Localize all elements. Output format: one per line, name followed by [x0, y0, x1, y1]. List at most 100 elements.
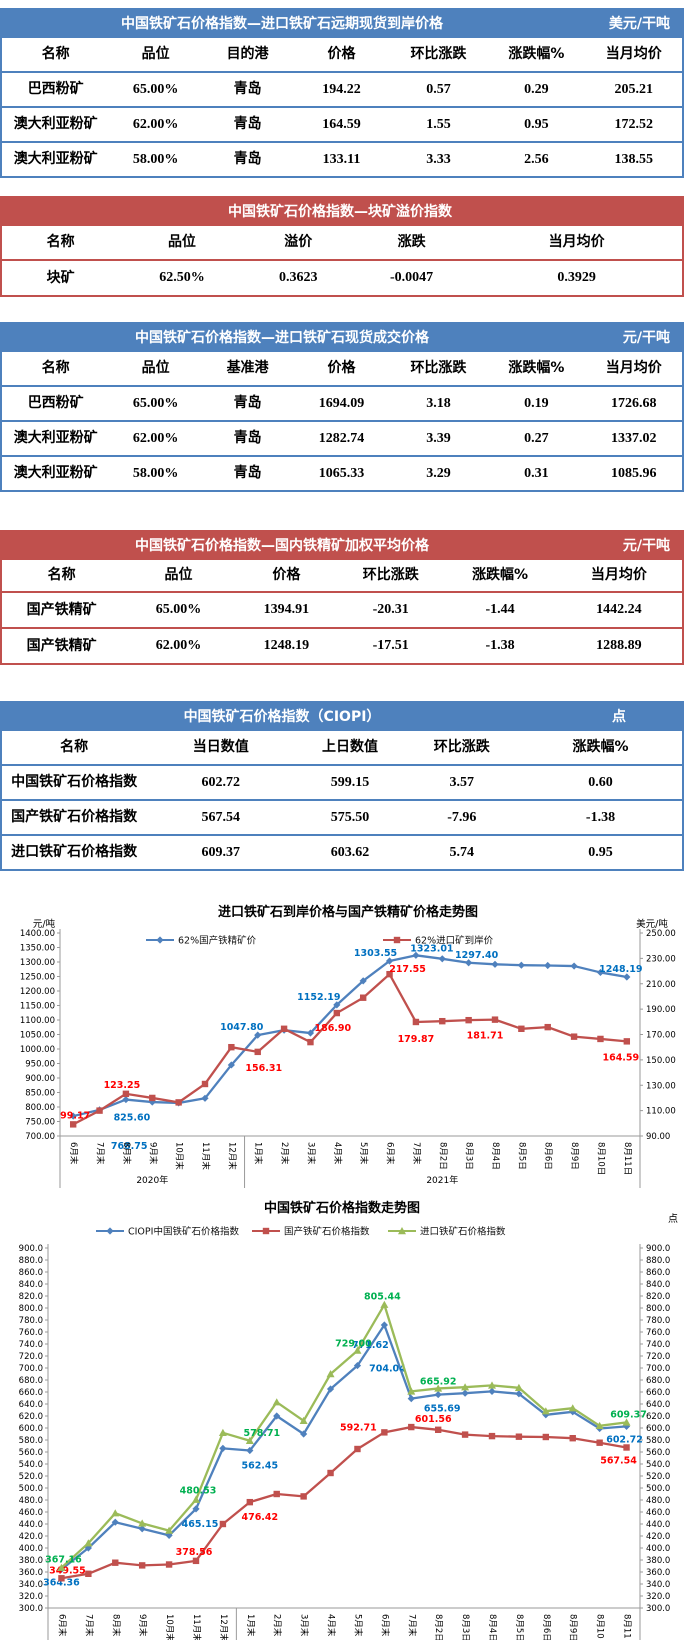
- y-axis-tick-label: 800.0: [19, 1304, 43, 1314]
- data-point-marker: [491, 960, 499, 968]
- column-header: 环比涨跌: [362, 567, 419, 583]
- data-point-label: 665.92: [420, 1376, 457, 1387]
- data-point-marker: [106, 1227, 114, 1235]
- table-cell: 602.72: [201, 775, 240, 790]
- legend-label: 62%进口矿到岸价: [415, 935, 494, 947]
- x-axis-label: 1月末: [245, 1614, 256, 1637]
- x-axis-label: 3月末: [305, 1142, 316, 1165]
- data-point-marker: [138, 1519, 147, 1527]
- data-point-marker: [201, 1094, 209, 1102]
- x-axis-label: 11月末: [191, 1614, 202, 1640]
- data-point-marker: [596, 968, 605, 977]
- y-axis-tick-label: 440.0: [646, 1520, 670, 1530]
- data-point-label: 768.75: [111, 1141, 148, 1152]
- column-header: 当月均价: [548, 234, 605, 250]
- y-axis-tick-label: 110.00: [646, 1107, 676, 1117]
- data-point-label: 729.00: [335, 1339, 372, 1350]
- x-axis-label: 5月末: [358, 1142, 369, 1165]
- table-cell: 609.37: [201, 845, 240, 860]
- table-cell: 2.56: [524, 152, 549, 167]
- y-axis-tick-label: 300.0: [646, 1604, 670, 1614]
- table-title: 中国铁矿石价格指数—块矿溢价指数: [228, 204, 452, 220]
- table-row: 中国铁矿石价格指数 602.72 599.15 3.57 0.60: [2, 764, 682, 799]
- data-point-marker: [246, 1446, 254, 1455]
- x-axis-label: 7月末: [406, 1614, 417, 1637]
- series-line: [60, 1303, 627, 1569]
- data-point-marker: [112, 1559, 119, 1566]
- table-cell: 巴西粉矿: [27, 395, 84, 411]
- data-point-marker: [434, 1384, 443, 1392]
- table-cell: 中国铁矿石价格指数: [11, 774, 138, 790]
- x-axis-label: 12月末: [218, 1614, 229, 1640]
- y-axis-tick-label: 900.0: [19, 1244, 43, 1254]
- table-cell: 62.50%: [159, 270, 205, 285]
- column-header: 涨跌幅%: [508, 360, 565, 376]
- data-point-marker: [201, 1080, 209, 1088]
- data-point-marker: [246, 1498, 254, 1506]
- y-axis-tick-label: 860.0: [646, 1268, 670, 1278]
- legend-item: 62%国产铁精矿价: [146, 935, 257, 947]
- table-cell: 块矿: [46, 270, 75, 286]
- data-point-marker: [380, 1300, 389, 1308]
- y-axis-tick-label: 440.0: [19, 1520, 43, 1530]
- y-axis-tick-label: 950.00: [25, 1060, 55, 1070]
- y-axis-tick-label: 850.00: [25, 1089, 55, 1099]
- data-point-marker: [192, 1557, 200, 1565]
- y-axis-tick-label: 460.0: [646, 1508, 670, 1518]
- y-axis-tick-label: 230.00: [646, 954, 676, 964]
- table-cell: 0.95: [588, 845, 613, 860]
- y-axis-tick-label: 360.0: [646, 1568, 670, 1578]
- x-axis-label: 8月9日: [568, 1614, 578, 1640]
- data-point-marker: [111, 1518, 119, 1526]
- y-axis-tick-label: 400.0: [19, 1544, 43, 1554]
- year-group-label: 2021年: [426, 1174, 458, 1186]
- data-point-marker: [386, 970, 393, 978]
- y-axis-tick-label: 680.0: [646, 1376, 670, 1386]
- data-point-marker: [514, 1383, 523, 1391]
- y-axis-tick-label: 760.0: [646, 1328, 670, 1338]
- data-point-marker: [380, 1321, 388, 1329]
- data-point-marker: [254, 1048, 261, 1056]
- column-header: 上日数值: [321, 739, 378, 755]
- column-header: 名称: [47, 567, 76, 583]
- table-title: 中国铁矿石价格指数—国内铁精矿加权平均价格: [135, 538, 429, 554]
- y-axis-tick-label: 880.0: [646, 1256, 670, 1266]
- table-cell: 567.54: [201, 810, 240, 825]
- data-point-marker: [541, 1407, 550, 1415]
- table-title: 中国铁矿石价格指数（CIOPI）: [183, 709, 381, 725]
- data-point-marker: [333, 1009, 341, 1017]
- column-header: 环比涨跌: [410, 46, 467, 62]
- table-cell: 5.74: [449, 845, 475, 860]
- data-point-label: 1152.19: [297, 992, 340, 1003]
- data-point-marker: [353, 1361, 362, 1370]
- series-line: [61, 1425, 627, 1580]
- table-title-bar: 中国铁矿石价格指数—进口铁矿石远期现货到岸价格 美元/干吨: [0, 8, 684, 38]
- table-unit: 点: [612, 709, 626, 725]
- column-header: 环比涨跌: [433, 739, 490, 755]
- table-title: 中国铁矿石价格指数—进口铁矿石现货成交价格: [135, 330, 429, 346]
- data-point-marker: [96, 1107, 103, 1114]
- price-table-2: 中国铁矿石价格指数—进口铁矿石现货成交价格 元/干吨 名称 品位 基准港 价格 环比涨跌 涨跌…: [0, 322, 684, 492]
- table-row: 澳大利亚粉矿 58.00% 青岛 1065.33 3.29 0.31 1085.96: [2, 455, 682, 490]
- x-axis-label: 1月末: [253, 1142, 264, 1165]
- data-point-marker: [623, 1444, 630, 1451]
- x-axis-label: 6月末: [379, 1614, 390, 1637]
- table-cell: 澳大利亚粉矿: [13, 430, 98, 446]
- data-point-label: 1047.80: [220, 1022, 264, 1033]
- chart-title: 进口铁矿石到岸价格与国产铁精矿价格走势图: [218, 904, 478, 920]
- x-axis-label: 8月3日: [460, 1614, 470, 1640]
- data-point-marker: [354, 1445, 361, 1453]
- column-header: 当月均价: [590, 567, 647, 583]
- data-point-label: 480.53: [180, 1486, 217, 1497]
- table-title: 中国铁矿石价格指数—进口铁矿石远期现货到岸价格: [121, 16, 443, 32]
- data-point-label: 609.37: [610, 1409, 647, 1420]
- table-cell: 172.52: [614, 117, 654, 132]
- table-cell: 0.29: [524, 82, 549, 97]
- table-cell: 0.3929: [557, 270, 596, 285]
- legend-item: 62%进口矿到岸价: [383, 935, 494, 947]
- table-title-bar: 中国铁矿石价格指数—进口铁矿石现货成交价格 元/干吨: [0, 322, 684, 352]
- table-cell: 133.11: [322, 152, 361, 167]
- data-point-marker: [245, 1436, 254, 1444]
- data-point-marker: [262, 1227, 270, 1235]
